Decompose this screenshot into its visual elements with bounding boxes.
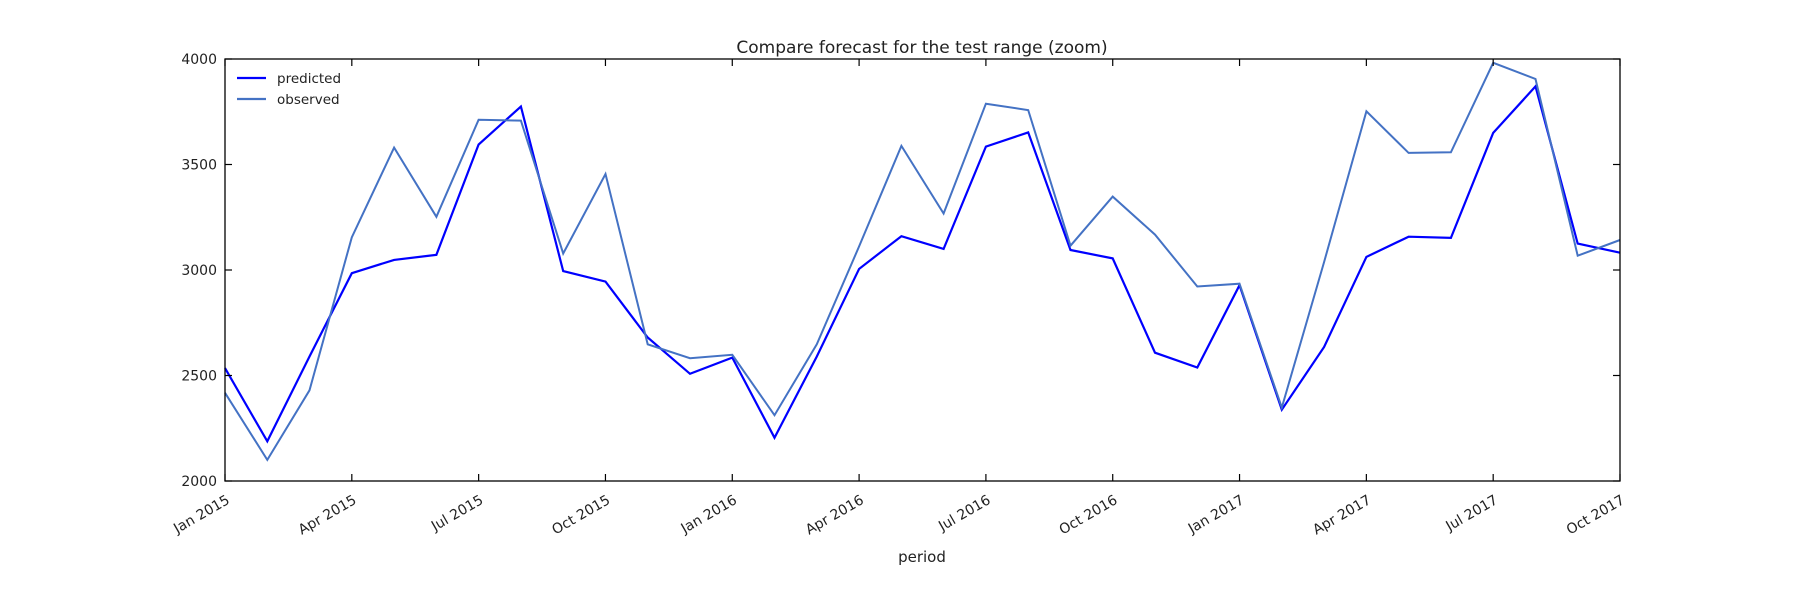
y-axis: 2000 2500 3000 3500 4000 xyxy=(181,52,1620,490)
x-tick-label: Jul 2017 xyxy=(1443,492,1501,535)
y-tick-label: 3500 xyxy=(181,158,217,174)
series-line-predicted xyxy=(224,84,1621,444)
x-axis: Jan 2015 Apr 2015 Jul 2015 Oct 2015 Jan 2016… xyxy=(170,59,1628,538)
plot-frame xyxy=(224,58,1621,482)
series-line-observed xyxy=(224,61,1621,462)
x-tick-label: Apr 2016 xyxy=(803,492,867,538)
x-tick-label: Jul 2015 xyxy=(428,492,486,535)
y-tick-label: 4000 xyxy=(181,52,217,68)
y-tick-label: 3000 xyxy=(181,263,217,279)
x-tick-label: Jan 2017 xyxy=(1185,492,1247,537)
x-tick-label: Jan 2016 xyxy=(678,492,740,537)
x-axis-label: period xyxy=(898,548,946,566)
legend-label-observed: observed xyxy=(277,92,340,108)
y-tick-label: 2500 xyxy=(181,369,217,385)
plot-area xyxy=(224,61,1621,462)
chart-title: Compare forecast for the test range (zoo… xyxy=(736,38,1107,58)
legend: predicted observed xyxy=(237,71,341,108)
x-tick-label: Jan 2015 xyxy=(170,492,232,537)
x-tick-label: Apr 2017 xyxy=(1310,492,1374,538)
x-tick-label: Apr 2015 xyxy=(296,492,360,538)
y-tick-label: 2000 xyxy=(181,474,217,490)
x-tick-label: Oct 2016 xyxy=(1057,492,1121,538)
x-tick-label: Oct 2017 xyxy=(1564,492,1628,538)
x-tick-label: Jul 2016 xyxy=(935,492,993,535)
legend-label-predicted: predicted xyxy=(277,71,341,87)
x-tick-label: Oct 2015 xyxy=(549,492,613,538)
